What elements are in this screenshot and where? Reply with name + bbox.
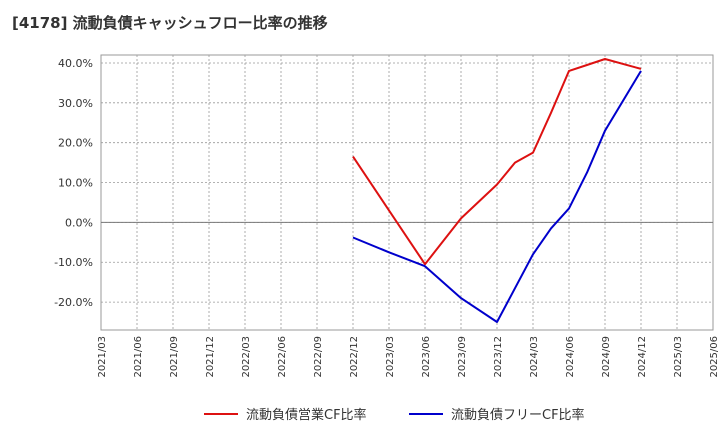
x-tick-label: 2021/09 bbox=[169, 336, 180, 378]
y-tick-label: 0.0% bbox=[65, 216, 93, 229]
chart-title: [4178] 流動負債キャッシュフロー比率の推移 bbox=[12, 14, 328, 32]
x-tick-label: 2022/12 bbox=[349, 336, 360, 378]
x-tick-label: 2024/06 bbox=[565, 336, 576, 378]
x-tick-label: 2023/12 bbox=[493, 336, 504, 378]
x-tick-label: 2021/12 bbox=[205, 336, 216, 378]
x-tick-label: 2025/06 bbox=[709, 336, 720, 378]
axis-layer: 2021/03 2021/06 2021/09 2021/12 2022/03 2022/… bbox=[54, 57, 720, 378]
x-tick-label: 2023/06 bbox=[421, 336, 432, 378]
x-tick-label: 2024/09 bbox=[601, 336, 612, 378]
legend-label: 流動負債フリーCF比率 bbox=[451, 407, 585, 423]
y-tick-label: 10.0% bbox=[58, 177, 93, 190]
y-tick-label: -20.0% bbox=[54, 296, 93, 309]
series-line-operating-cf bbox=[352, 58, 642, 266]
series-layer bbox=[352, 58, 642, 323]
legend: 流動負債営業CF比率 流動負債フリーCF比率 bbox=[204, 407, 585, 423]
x-tick-label: 2022/09 bbox=[313, 336, 324, 378]
y-tick-label: 30.0% bbox=[58, 97, 93, 110]
legend-label: 流動負債営業CF比率 bbox=[246, 407, 367, 423]
y-tick-label: -10.0% bbox=[54, 256, 93, 269]
y-tick-label: 40.0% bbox=[58, 57, 93, 70]
grid-layer bbox=[100, 54, 714, 331]
x-tick-label: 2022/03 bbox=[241, 336, 252, 378]
x-tick-label: 2021/03 bbox=[97, 336, 108, 378]
y-tick-label: 20.0% bbox=[58, 137, 93, 150]
x-tick-label: 2025/03 bbox=[673, 336, 684, 378]
x-tick-label: 2022/06 bbox=[277, 336, 288, 378]
x-tick-label: 2024/03 bbox=[529, 336, 540, 378]
x-tick-label: 2024/12 bbox=[637, 336, 648, 378]
plot-frame bbox=[100, 54, 714, 331]
x-tick-label: 2023/03 bbox=[385, 336, 396, 378]
x-tick-label: 2023/09 bbox=[457, 336, 468, 378]
series-line-free-cf bbox=[352, 70, 642, 323]
x-tick-label: 2021/06 bbox=[133, 336, 144, 378]
